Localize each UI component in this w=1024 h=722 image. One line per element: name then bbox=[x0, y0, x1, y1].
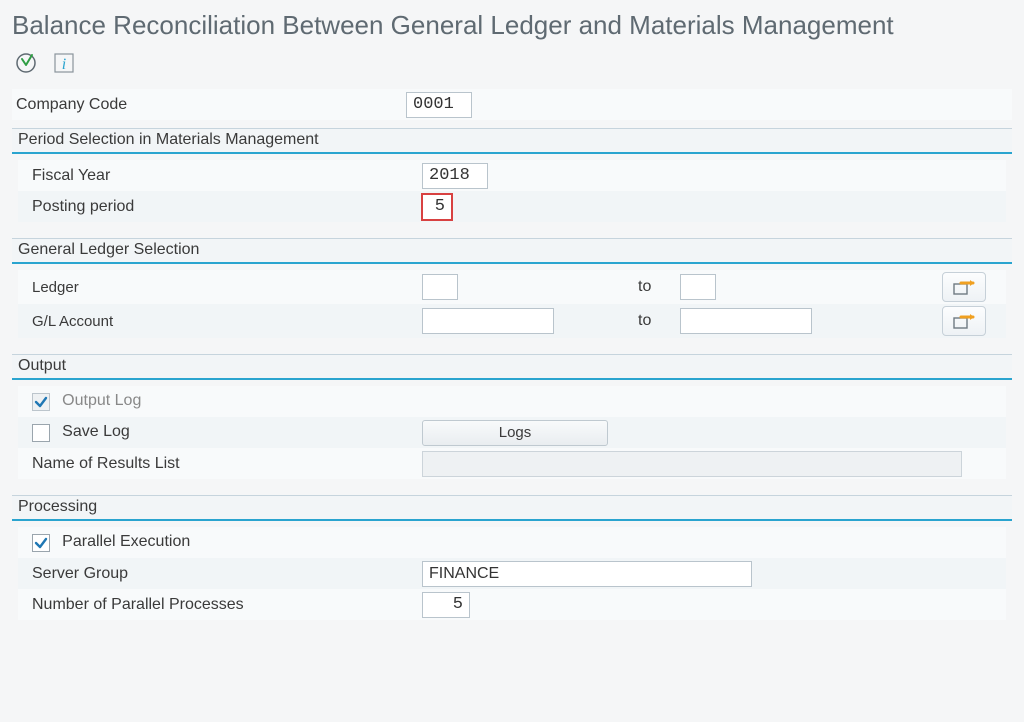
posting-period-label: Posting period bbox=[32, 198, 422, 216]
output-group-title: Output bbox=[12, 354, 1012, 380]
server-group-label: Server Group bbox=[32, 565, 422, 583]
execute-icon[interactable] bbox=[12, 49, 40, 77]
save-log-row: Save Log Logs bbox=[18, 417, 1006, 448]
output-log-label: Output Log bbox=[62, 393, 141, 410]
toolbar: i bbox=[0, 49, 1024, 83]
logs-button[interactable]: Logs bbox=[422, 420, 608, 446]
results-name-row: Name of Results List bbox=[18, 448, 1006, 479]
num-proc-input[interactable] bbox=[422, 592, 470, 618]
server-group-row: Server Group bbox=[18, 558, 1006, 589]
fiscal-year-row: Fiscal Year bbox=[18, 160, 1006, 191]
company-code-input[interactable] bbox=[406, 92, 472, 118]
results-name-input[interactable] bbox=[422, 451, 962, 477]
gl-group-title: General Ledger Selection bbox=[12, 238, 1012, 264]
save-log-checkbox[interactable] bbox=[32, 424, 50, 442]
server-group-input[interactable] bbox=[422, 561, 752, 587]
ledger-label: Ledger bbox=[32, 279, 422, 296]
glaccount-to-label: to bbox=[638, 312, 672, 330]
ledger-to-label: to bbox=[638, 278, 672, 296]
output-log-checkbox bbox=[32, 393, 50, 411]
num-proc-row: Number of Parallel Processes bbox=[18, 589, 1006, 620]
results-name-label: Name of Results List bbox=[32, 455, 422, 473]
parallel-row: Parallel Execution bbox=[18, 527, 1006, 558]
page-title: Balance Reconciliation Between General L… bbox=[0, 0, 1024, 49]
company-code-row: Company Code bbox=[12, 89, 1012, 120]
posting-period-input[interactable] bbox=[422, 194, 452, 220]
svg-text:i: i bbox=[62, 56, 66, 73]
posting-period-row: Posting period bbox=[18, 191, 1006, 222]
parallel-label: Parallel Execution bbox=[62, 534, 190, 551]
glaccount-row: G/L Account to bbox=[18, 304, 1006, 338]
output-group: Output Output Log Save Log Logs bbox=[12, 354, 1012, 487]
glaccount-multi-select-button[interactable] bbox=[942, 306, 986, 336]
processing-group: Processing Parallel Execution Server Gro… bbox=[12, 495, 1012, 628]
save-log-label: Save Log bbox=[62, 424, 130, 441]
fiscal-year-label: Fiscal Year bbox=[32, 167, 422, 185]
period-group-title: Period Selection in Materials Management bbox=[12, 128, 1012, 154]
ledger-row: Ledger to bbox=[18, 270, 1006, 304]
period-group: Period Selection in Materials Management… bbox=[12, 128, 1012, 230]
ledger-from-input[interactable] bbox=[422, 274, 458, 300]
ledger-multi-select-button[interactable] bbox=[942, 272, 986, 302]
glaccount-to-input[interactable] bbox=[680, 308, 812, 334]
info-icon[interactable]: i bbox=[50, 49, 78, 77]
num-proc-label: Number of Parallel Processes bbox=[32, 596, 422, 614]
fiscal-year-input[interactable] bbox=[422, 163, 488, 189]
gl-group: General Ledger Selection Ledger to bbox=[12, 238, 1012, 346]
glaccount-label: G/L Account bbox=[32, 313, 422, 330]
output-log-row: Output Log bbox=[18, 386, 1006, 417]
parallel-checkbox[interactable] bbox=[32, 534, 50, 552]
processing-group-title: Processing bbox=[12, 495, 1012, 521]
glaccount-from-input[interactable] bbox=[422, 308, 554, 334]
ledger-to-input[interactable] bbox=[680, 274, 716, 300]
company-code-label: Company Code bbox=[16, 96, 406, 114]
